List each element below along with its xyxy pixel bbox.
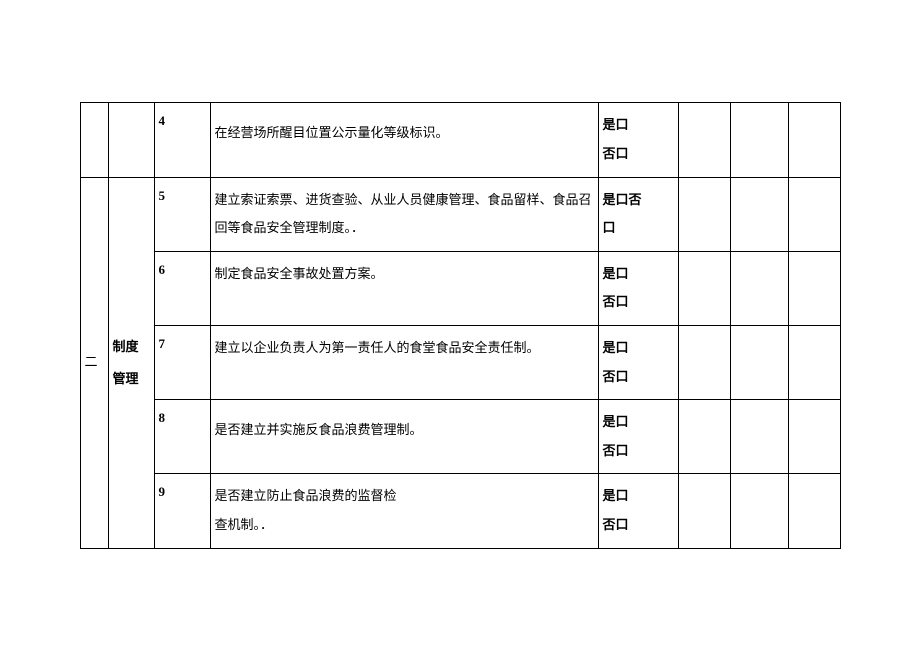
blank-cell: [788, 400, 840, 474]
blank-cell: [678, 400, 730, 474]
blank-cell: [730, 474, 788, 548]
check-cell: 是口 否口: [598, 251, 678, 325]
blank-cell: [730, 177, 788, 251]
row-number: 7: [154, 326, 210, 400]
row-content: 在经营场所醒目位置公示量化等级标识。: [210, 103, 598, 177]
blank-cell: [678, 251, 730, 325]
row-content: 是否建立并实施反食品浪费管理制。: [210, 400, 598, 474]
section-cell-empty: [80, 103, 108, 177]
row-number: 4: [154, 103, 210, 177]
table-row: 6 制定食品安全事故处置方案。 是口 否口: [80, 251, 840, 325]
category-cell: 制度管理: [108, 177, 154, 548]
table-row: 9 是否建立防止食品浪费的监督检查机制。． 是口 否口: [80, 474, 840, 548]
check-cell: 是口 否口: [598, 326, 678, 400]
row-content: 建立索证索票、进货查验、从业人员健康管理、食品留样、食品召回等食品安全管理制度。…: [210, 177, 598, 251]
row-content: 建立以企业负责人为第一责任人的食堂食品安全责任制。: [210, 326, 598, 400]
table-row: 4 在经营场所醒目位置公示量化等级标识。 是口 否口: [80, 103, 840, 177]
row-content: 是否建立防止食品浪费的监督检查机制。．: [210, 474, 598, 548]
table-row: 7 建立以企业负责人为第一责任人的食堂食品安全责任制。 是口 否口: [80, 326, 840, 400]
section-cell: 二: [80, 177, 108, 548]
check-cell: 是口 否口: [598, 103, 678, 177]
blank-cell: [730, 251, 788, 325]
blank-cell: [678, 474, 730, 548]
check-cell: 是口 否口: [598, 400, 678, 474]
category-cell-empty: [108, 103, 154, 177]
blank-cell: [788, 251, 840, 325]
check-cell: 是口否 口: [598, 177, 678, 251]
blank-cell: [788, 326, 840, 400]
row-number: 9: [154, 474, 210, 548]
blank-cell: [678, 177, 730, 251]
blank-cell: [678, 103, 730, 177]
blank-cell: [730, 103, 788, 177]
row-number: 5: [154, 177, 210, 251]
blank-cell: [788, 177, 840, 251]
check-cell: 是口 否口: [598, 474, 678, 548]
row-content: 制定食品安全事故处置方案。: [210, 251, 598, 325]
blank-cell: [730, 326, 788, 400]
inspection-table: 4 在经营场所醒目位置公示量化等级标识。 是口 否口 二 制度管理 5 建立索证…: [80, 102, 841, 548]
row-number: 6: [154, 251, 210, 325]
table-row: 二 制度管理 5 建立索证索票、进货查验、从业人员健康管理、食品留样、食品召回等…: [80, 177, 840, 251]
blank-cell: [678, 326, 730, 400]
table-row: 8 是否建立并实施反食品浪费管理制。 是口 否口: [80, 400, 840, 474]
blank-cell: [730, 400, 788, 474]
blank-cell: [788, 103, 840, 177]
row-number: 8: [154, 400, 210, 474]
blank-cell: [788, 474, 840, 548]
